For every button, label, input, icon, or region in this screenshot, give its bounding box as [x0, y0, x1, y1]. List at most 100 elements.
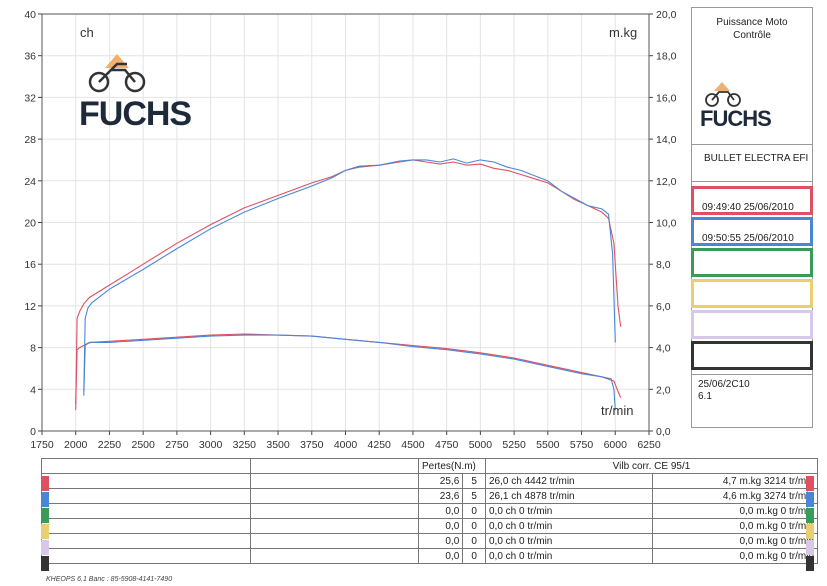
y-tick-label-right: 10,0	[656, 218, 677, 230]
cell-empty	[250, 473, 419, 489]
header-pertes: Pertes(N.m)	[418, 458, 486, 474]
x-tick-label: 3500	[266, 439, 290, 451]
header-norm: Vilb corr. CE 95/1	[485, 458, 818, 474]
torque-curve-run-2	[83, 334, 616, 411]
x-tick-label: 5250	[502, 439, 526, 451]
cell-power: 26,0 ch 4442 tr/min	[485, 473, 653, 489]
cell-gear: 5	[462, 488, 486, 504]
chart-ticks: 1750 2000 2250 2500 2750 3000 3250 3500 3750 40 0 0…	[24, 9, 676, 451]
row-color-swatch-right	[806, 540, 814, 555]
y-tick-label-right: 0,0	[656, 426, 671, 438]
row-color-swatch-right	[806, 524, 814, 539]
table-row: 25,6 5 26,0 ch 4442 tr/min 4,7 m.kg 3214 tr…	[41, 473, 818, 489]
cell-gear: 0	[462, 548, 486, 564]
x-tick-label: 3250	[233, 439, 257, 451]
x-tick-label: 2500	[131, 439, 155, 451]
x-tick-label: 2750	[165, 439, 189, 451]
cell-empty	[250, 548, 419, 564]
y-tick-label-right: 16,0	[656, 92, 677, 104]
x-tick-label: 6250	[637, 439, 661, 451]
x-tick-label: 5750	[570, 439, 594, 451]
y-tick-label-right: 4,0	[656, 343, 671, 355]
y-tick-label-right: 18,0	[656, 51, 677, 63]
motorcycle-icon-small	[705, 82, 741, 107]
row-color-swatch	[41, 508, 49, 523]
cell-empty	[250, 488, 419, 504]
footer-text: KHEOPS 6.1 Banc : 85-5908-4141-7490	[46, 576, 173, 583]
cell-gear: 0	[462, 503, 486, 519]
y-tick-label-left: 32	[24, 92, 36, 104]
cell-torque: 0,0 m.kg 0 tr/min	[652, 533, 818, 549]
x-tick-label: 2000	[64, 439, 88, 451]
cell-loss: 0,0	[417, 548, 464, 564]
row-color-swatch	[41, 476, 49, 491]
fuchs-logo: FUCHS	[79, 52, 192, 133]
cell-torque: 4,6 m.kg 3274 tr/min	[652, 488, 818, 504]
run-slot-5	[691, 310, 813, 339]
cell-empty	[41, 473, 251, 489]
run-slot-4	[691, 279, 813, 308]
x-tick-label: 3750	[300, 439, 324, 451]
cell-empty	[41, 503, 251, 519]
cell-empty	[250, 518, 419, 534]
y-tick-label-right: 20,0	[656, 9, 677, 21]
row-color-swatch	[41, 540, 49, 555]
run-slot-3	[691, 248, 813, 277]
cell-torque: 4,7 m.kg 3214 tr/min	[652, 473, 818, 489]
run-slot-1: 09:49:40 25/06/2010	[691, 186, 813, 215]
cell-loss: 0,0	[417, 518, 464, 534]
row-color-swatch-right	[806, 556, 814, 571]
y-tick-label-left: 20	[24, 218, 36, 230]
y-tick-label-left: 0	[30, 426, 36, 438]
row-color-swatch-right	[806, 492, 814, 507]
motorcycle-icon	[88, 54, 146, 93]
x-tick-label: 5500	[536, 439, 560, 451]
table-header-row: Pertes(N.m) Vilb corr. CE 95/1	[41, 458, 818, 474]
vehicle-panel: BULLET ELECTRA EFI	[691, 144, 813, 182]
results-table: Pertes(N.m) Vilb corr. CE 95/1 25,6 5 26,0…	[41, 458, 818, 564]
cell-loss: 23,6	[417, 488, 464, 504]
cell-power: 26,1 ch 4878 tr/min	[485, 488, 653, 504]
chart-series	[75, 158, 622, 411]
x-tick-label: 3000	[199, 439, 223, 451]
info-panel: 25/06/2C10 6.1	[691, 374, 813, 428]
x-tick-label: 4250	[368, 439, 392, 451]
cell-empty	[41, 518, 251, 534]
cell-torque: 0,0 m.kg 0 tr/min	[652, 548, 818, 564]
y-tick-label-right: 6,0	[656, 301, 671, 313]
torque-curve-run-1	[75, 333, 622, 404]
x-tick-label: 1750	[30, 439, 54, 451]
x-tick-label: 4750	[435, 439, 459, 451]
y-tick-label-left: 28	[24, 134, 36, 146]
run-slot-6	[691, 341, 813, 370]
x-tick-label: 6000	[604, 439, 628, 451]
y-tick-label-left: 40	[24, 9, 36, 21]
cell-torque: 0,0 m.kg 0 tr/min	[652, 518, 818, 534]
cell-power: 0,0 ch 0 tr/min	[485, 548, 653, 564]
cell-gear: 0	[462, 518, 486, 534]
cell-loss: 0,0	[417, 503, 464, 519]
power-curve-run-2	[83, 158, 616, 392]
company-name: Puissance Moto Contrôle	[716, 17, 788, 41]
vehicle-name: BULLET ELECTRA EFI	[704, 153, 809, 164]
cell-empty	[41, 533, 251, 549]
x-tick-label: 2250	[98, 439, 122, 451]
cell-empty	[41, 548, 251, 564]
cell-gear: 0	[462, 533, 486, 549]
y-tick-label-left: 12	[24, 301, 36, 313]
software-version: 6.1	[698, 391, 712, 402]
cell-power: 0,0 ch 0 tr/min	[485, 503, 653, 519]
cell-loss: 25,6	[417, 473, 464, 489]
table-row: 0,0 0 0,0 ch 0 tr/min 0,0 m.kg 0 tr/min	[41, 503, 818, 519]
header-panel: Puissance Moto Contrôle FUCHS	[691, 7, 813, 145]
y-tick-label-left: 24	[24, 176, 36, 188]
cell-empty	[250, 503, 419, 519]
table-row: 0,0 0 0,0 ch 0 tr/min 0,0 m.kg 0 tr/min	[41, 548, 818, 564]
y-axis-right-unit: m.kg	[609, 25, 637, 40]
cell-power: 0,0 ch 0 tr/min	[485, 518, 653, 534]
chart-grid	[41, 13, 650, 432]
logo-text: FUCHS	[79, 95, 192, 133]
table-row: 0,0 0 0,0 ch 0 tr/min 0,0 m.kg 0 tr/min	[41, 518, 818, 534]
y-tick-label-right: 12,0	[656, 176, 677, 188]
row-color-swatch	[41, 524, 49, 539]
